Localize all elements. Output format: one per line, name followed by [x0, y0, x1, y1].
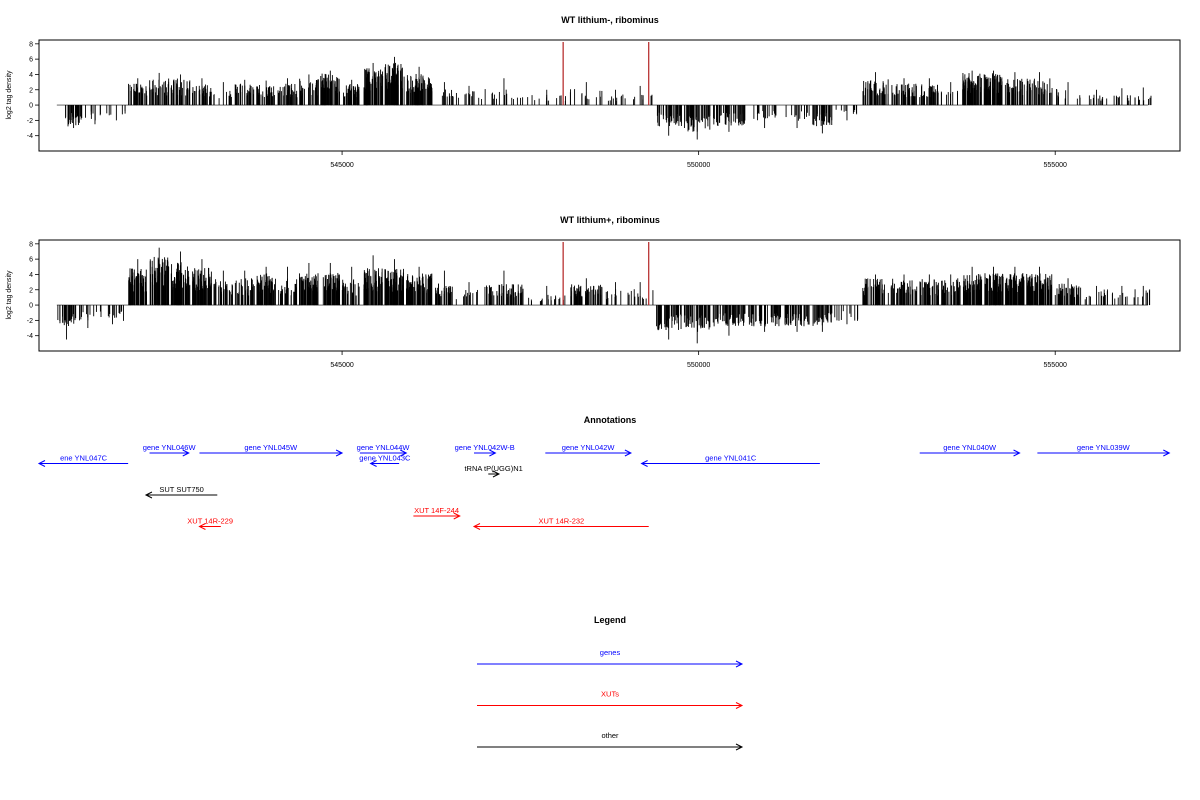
- feature-label: gene YNL046W: [143, 443, 197, 452]
- annotations-title: Annotations: [584, 415, 637, 425]
- x-tick-label: 550000: [687, 362, 710, 369]
- feature-label: gene YNL043C: [359, 454, 411, 463]
- y-tick-label: 8: [29, 241, 33, 248]
- feature-arrow-head: [453, 512, 461, 520]
- legend-item-xut: XUTs: [477, 690, 744, 709]
- feature-arrow-head: [492, 470, 501, 478]
- marker-lines: [562, 42, 650, 106]
- feature-arrow-head: [144, 491, 153, 499]
- y-tick-label: 2: [29, 287, 33, 294]
- y-tick-label: 0: [29, 303, 33, 310]
- panel-title: WT lithium+, ribominus: [560, 215, 660, 225]
- feature-arrow-head: [624, 449, 633, 457]
- y-tick-label: -2: [27, 118, 33, 125]
- feature-xut: XUT 14R-229: [187, 517, 233, 530]
- legend-items: genes XUTs other: [477, 648, 744, 751]
- legend-item-other: other: [477, 731, 744, 751]
- feature-arrow-head: [37, 460, 46, 467]
- feature-label: tRNA tP(UGG)N1: [464, 464, 522, 473]
- feature-label: gene YNL039W: [1077, 443, 1131, 452]
- feature-arrows: ene YNL047C gene YNL046W gene YNL045W gene …: [37, 443, 1171, 530]
- feature-arrow-head: [400, 449, 408, 457]
- legend-arrow-head: [735, 743, 744, 751]
- y-tick-label: -2: [27, 318, 33, 325]
- y-tick-label: 2: [29, 87, 33, 94]
- legend-item-gene: genes: [477, 648, 744, 668]
- feature-arrow-head: [369, 460, 377, 467]
- y-tick-label: -4: [27, 333, 33, 340]
- feature-label: gene YNL042W-B: [455, 443, 515, 452]
- y-tick-label: 6: [29, 257, 33, 264]
- y-tick-label: 0: [29, 103, 33, 110]
- legend-title: Legend: [594, 615, 626, 625]
- feature-gene: gene YNL042W-B: [455, 443, 515, 457]
- legend: Legend genes XUTs other: [477, 615, 744, 751]
- x-axis: 545000 550000 555000: [330, 151, 1067, 169]
- y-tick-label: 4: [29, 272, 33, 279]
- feature-label: gene YNL044W: [357, 443, 411, 452]
- marker-lines: [562, 242, 650, 306]
- coverage-bars: [65, 56, 1152, 140]
- feature-arrow-head: [198, 523, 206, 530]
- panel-title: WT lithium-, ribominus: [561, 15, 659, 25]
- feature-label: gene YNL045W: [244, 443, 298, 452]
- track-panel-lithium-plus: WT lithium+, ribominus log2 tag density …: [6, 215, 1181, 369]
- feature-arrow-head: [640, 460, 648, 467]
- feature-label: XUT 14R-229: [187, 517, 233, 526]
- y-axis: -4 -2 0 2 4 6 8: [27, 241, 39, 340]
- plot-frame: [38, 39, 1181, 152]
- feature-gene: gene YNL044W: [357, 443, 411, 457]
- feature-label: XUT 14F-244: [414, 506, 459, 515]
- y-axis-label: log2 tag density: [6, 70, 13, 120]
- feature-arrow-head: [1013, 449, 1021, 457]
- feature-xut: XUT 14R-232: [472, 517, 649, 530]
- x-tick-label: 555000: [1044, 362, 1067, 369]
- feature-arrow-head: [1163, 449, 1171, 457]
- y-tick-label: 8: [29, 41, 33, 48]
- feature-gene: gene YNL045W: [199, 443, 344, 457]
- feature-gene: ene YNL047C: [37, 454, 129, 467]
- legend-label: XUTs: [601, 690, 619, 699]
- x-tick-label: 550000: [687, 162, 710, 169]
- feature-arrow-head: [335, 449, 344, 457]
- feature-gene: gene YNL042W: [545, 443, 633, 457]
- legend-arrow-head: [735, 702, 744, 709]
- feature-gene: gene YNL040W: [919, 443, 1021, 457]
- feature-label: SUT SUT750: [159, 485, 203, 494]
- y-tick-label: 6: [29, 57, 33, 64]
- feature-xut: XUT 14F-244: [413, 506, 461, 520]
- feature-gene: gene YNL039W: [1037, 443, 1171, 457]
- feature-gene: gene YNL043C: [359, 454, 411, 467]
- feature-gene: gene YNL041C: [640, 454, 820, 467]
- x-axis: 545000 550000 555000: [330, 351, 1067, 369]
- x-tick-label: 545000: [330, 362, 353, 369]
- annotation-track: Annotations ene YNL047C gene YNL046W gene …: [37, 415, 1171, 530]
- feature-other: SUT SUT750: [144, 485, 218, 499]
- coverage-bars: [57, 247, 1151, 344]
- legend-label: other: [601, 731, 619, 740]
- feature-label: gene YNL040W: [943, 443, 997, 452]
- x-tick-label: 545000: [330, 162, 353, 169]
- feature-label: gene YNL042W: [562, 443, 616, 452]
- feature-arrow-head: [182, 449, 190, 457]
- feature-arrow-head: [489, 449, 497, 457]
- feature-other: tRNA tP(UGG)N1: [464, 464, 523, 478]
- y-tick-label: 4: [29, 72, 33, 79]
- feature-gene: gene YNL046W: [143, 443, 197, 457]
- y-axis-label: log2 tag density: [6, 270, 13, 320]
- y-axis: -4 -2 0 2 4 6 8: [27, 41, 39, 140]
- legend-arrow-head: [735, 660, 744, 668]
- plot-frame: [38, 239, 1181, 352]
- y-tick-label: -4: [27, 133, 33, 140]
- legend-label: genes: [600, 648, 621, 657]
- feature-label: gene YNL041C: [705, 454, 757, 463]
- track-panel-lithium-minus: WT lithium-, ribominus log2 tag density …: [6, 15, 1181, 169]
- x-tick-label: 555000: [1044, 162, 1067, 169]
- feature-label: XUT 14R-232: [539, 517, 585, 526]
- feature-arrow-head: [472, 523, 481, 530]
- feature-label: ene YNL047C: [60, 454, 108, 463]
